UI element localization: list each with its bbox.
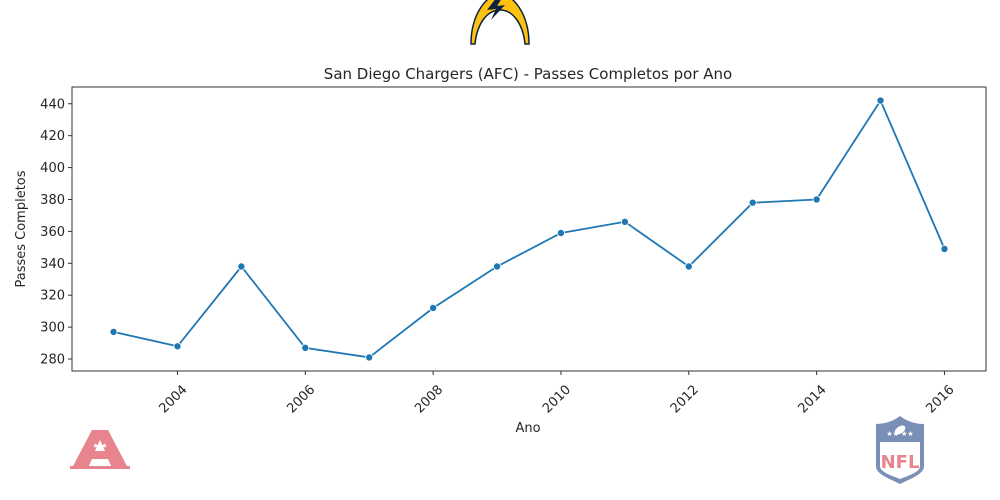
y-tick-label: 300 [40,321,65,336]
y-tick-label: 420 [40,129,65,144]
x-tick-label: 2014 [796,382,830,416]
y-tick-label: 280 [40,353,65,368]
data-point [365,353,374,362]
x-tick-label: 2004 [157,382,191,416]
y-axis-title: Passes Completos [14,170,29,287]
y-axis: 280 300 320 340 360 380 400 420 440 [40,97,72,368]
x-tick-label: 2012 [668,382,702,416]
data-point [237,262,246,271]
y-tick-label: 400 [40,161,65,176]
data-point [556,228,565,237]
data-point [109,327,118,336]
svg-text:★★ ★★: ★★ ★★ [886,430,913,438]
data-point [493,262,502,271]
x-axis: 2004 2006 2008 2010 2012 2014 2016 [157,371,958,416]
y-tick-label: 340 [40,257,65,272]
data-point [429,303,438,312]
data-point [173,342,182,351]
x-tick-label: 2016 [923,382,957,416]
series-markers [109,96,949,362]
y-tick-label: 320 [40,289,65,304]
data-point [812,195,821,204]
data-point [748,198,757,207]
y-tick-label: 380 [40,193,65,208]
data-point [876,96,885,105]
y-tick-label: 360 [40,225,65,240]
y-tick-label: 440 [40,97,65,112]
svg-text:NFL: NFL [881,452,920,473]
x-tick-label: 2008 [412,382,446,416]
series-line [113,98,946,359]
chargers-bolt-logo [470,0,530,45]
nfl-shield-logo: ★★ ★★ NFL [876,416,924,484]
x-axis-title: Ano [515,421,540,436]
x-tick-label: 2010 [540,382,574,416]
svg-text:★ ★: ★ ★ [93,459,108,467]
data-point [301,343,310,352]
data-point [684,262,693,271]
svg-text:★ ★: ★ ★ [93,442,108,450]
afc-logo: ★ ★ ★ ★ [70,430,130,469]
data-point [620,217,629,226]
x-tick-label: 2006 [284,382,318,416]
chart-title: San Diego Chargers (AFC) - Passes Comple… [324,65,732,83]
plot-area [71,86,987,372]
data-point [940,244,949,253]
